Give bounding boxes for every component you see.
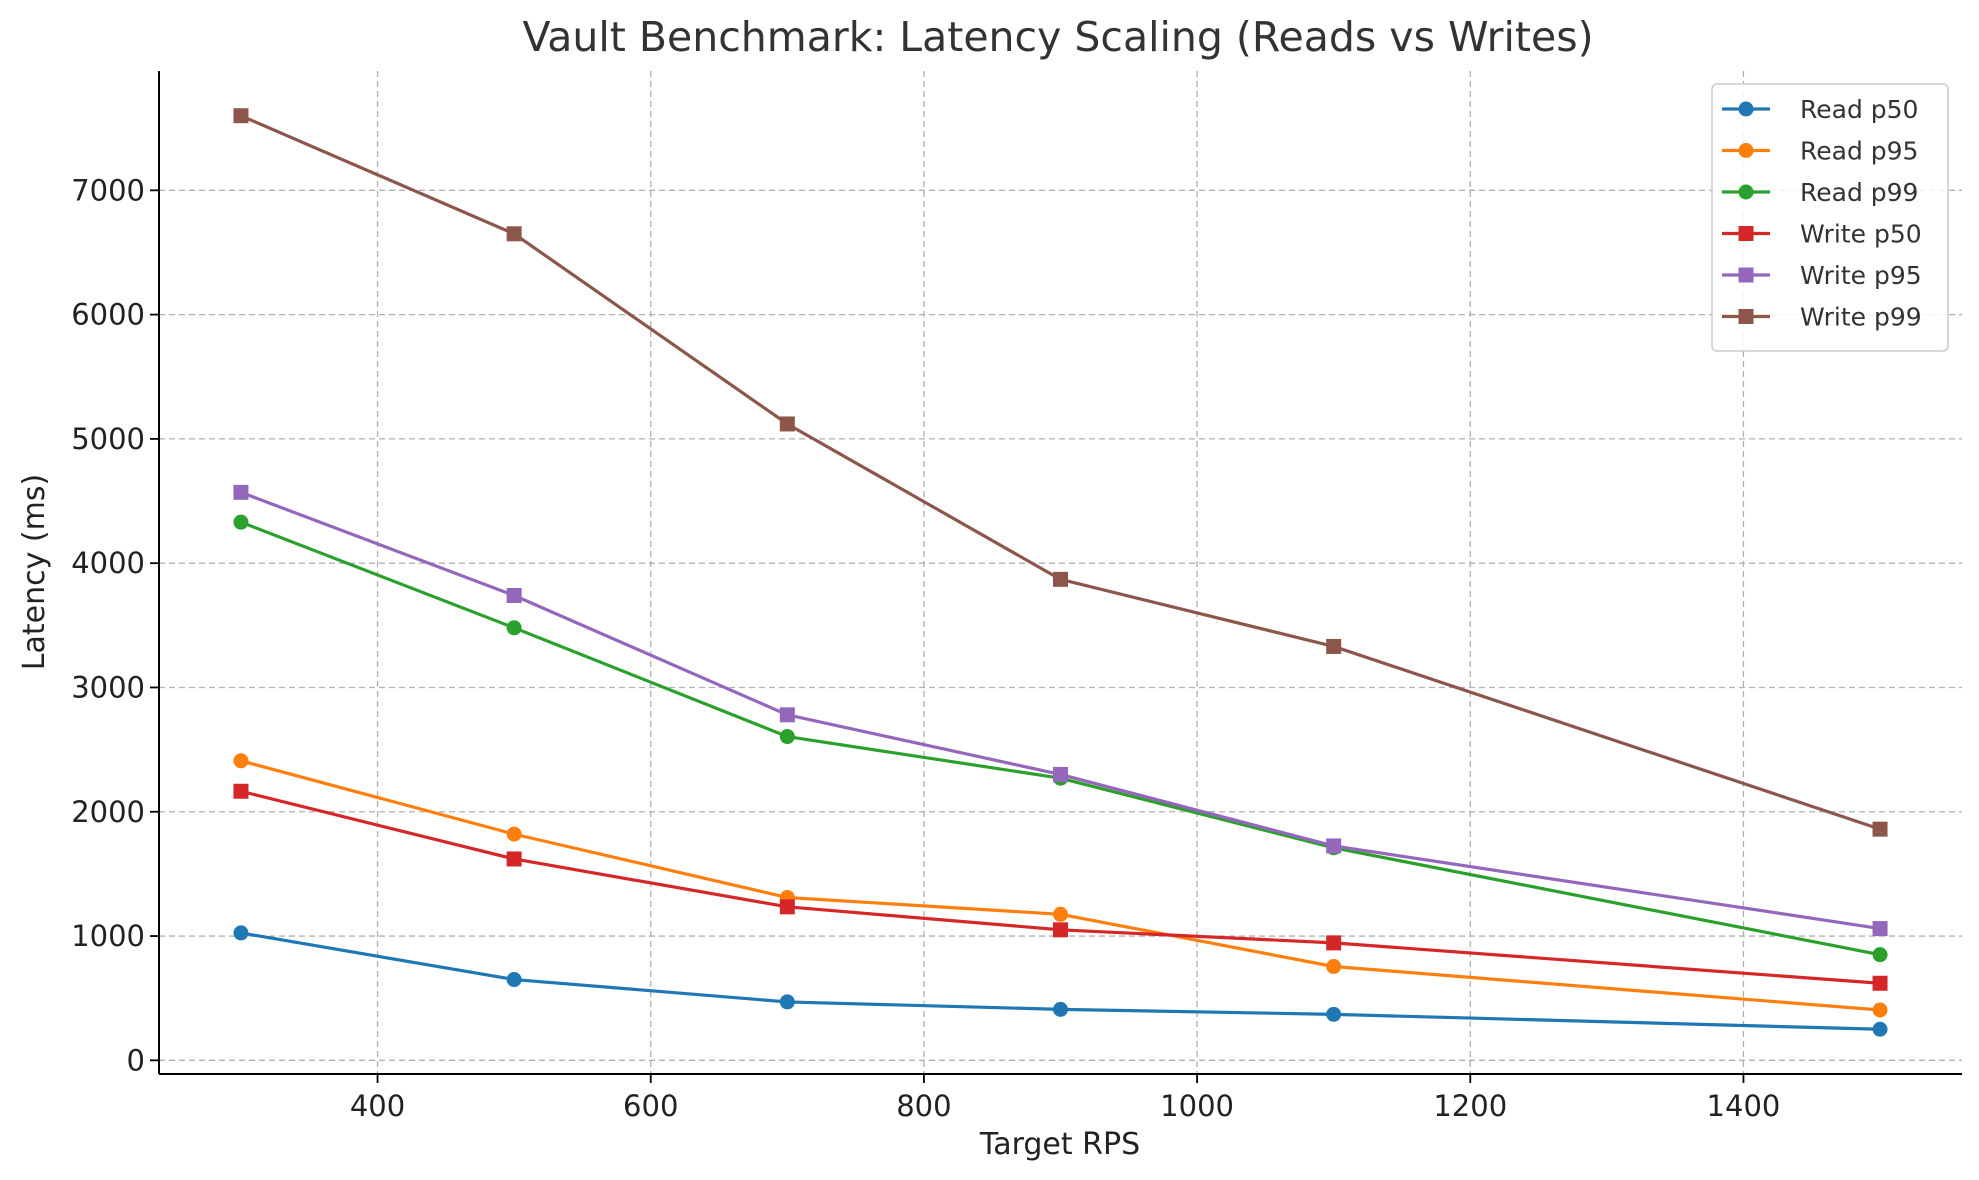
legend-entry: Write p50	[1722, 220, 1922, 249]
x-axis-label: Target RPS	[979, 1127, 1140, 1162]
x-tick-label: 1400	[1707, 1089, 1781, 1123]
data-point	[233, 108, 249, 124]
data-point	[1326, 958, 1342, 974]
x-tick-label: 400	[350, 1089, 405, 1123]
legend-entry: Write p99	[1722, 303, 1922, 332]
series-line	[240, 789, 1881, 985]
legend-label: Read p99	[1800, 178, 1918, 207]
data-point	[779, 707, 795, 723]
y-tick-label: 7000	[71, 173, 145, 207]
data-point	[1326, 838, 1342, 854]
data-point	[1872, 1002, 1888, 1018]
data-point	[233, 925, 249, 941]
data-point	[1326, 1006, 1342, 1022]
data-point	[506, 587, 522, 603]
legend-marker	[1738, 101, 1754, 117]
data-point	[779, 994, 795, 1010]
chart-title: Vault Benchmark: Latency Scaling (Reads …	[522, 13, 1593, 61]
legend-marker	[1738, 267, 1754, 283]
legend-entry: Read p95	[1722, 137, 1918, 166]
data-point	[1326, 638, 1342, 654]
data-point	[1053, 922, 1068, 938]
data-point	[1872, 1021, 1888, 1037]
data-point	[233, 514, 249, 530]
y-tick-label: 4000	[71, 546, 145, 580]
data-point	[506, 851, 522, 867]
legend-box	[1711, 83, 1949, 352]
data-point	[233, 783, 249, 799]
data-point	[506, 226, 522, 242]
data-point	[779, 729, 795, 745]
data-point	[1053, 906, 1068, 922]
legend-entry: Write p95	[1722, 261, 1922, 290]
legend-label: Write p95	[1800, 261, 1922, 290]
series-line	[240, 114, 1881, 831]
data-point	[506, 826, 522, 842]
series-line	[240, 520, 1881, 957]
data-point	[506, 620, 522, 636]
data-point	[233, 753, 249, 769]
y-tick-label: 0	[127, 1043, 145, 1077]
y-tick-label: 3000	[71, 670, 145, 704]
series-line	[240, 931, 1881, 1031]
legend-entry: Read p50	[1722, 95, 1918, 124]
series-read-p50	[233, 925, 1888, 1037]
series-write-p99	[233, 108, 1888, 837]
series-group	[233, 108, 1888, 1037]
y-tick-label: 2000	[71, 795, 145, 829]
ticks: 400 600 800 1000 1200 1400 0 1000 2000 3000 4000 50…	[71, 173, 1780, 1123]
legend-marker	[1738, 143, 1754, 158]
data-point	[1872, 947, 1888, 963]
series-line	[240, 759, 1881, 1012]
data-point	[1872, 921, 1888, 937]
legend-label: Read p95	[1800, 137, 1918, 166]
x-tick-label: 600	[623, 1089, 678, 1123]
data-point	[506, 972, 522, 988]
legend-label: Read p50	[1800, 95, 1918, 124]
data-point	[233, 484, 249, 500]
data-point	[1872, 975, 1888, 991]
data-point	[1326, 935, 1342, 951]
y-tick-label: 1000	[71, 919, 145, 953]
legend-marker	[1738, 226, 1754, 241]
data-point	[1053, 766, 1068, 782]
series-write-p95	[233, 484, 1888, 937]
data-point	[1053, 1001, 1068, 1017]
series-line	[240, 490, 1881, 931]
data-point	[779, 899, 795, 915]
legend-entry: Read p99	[1722, 178, 1918, 207]
series-write-p50	[233, 783, 1888, 991]
y-axis-label: Latency (ms)	[17, 474, 52, 670]
y-tick-label: 6000	[71, 298, 145, 332]
y-tick-label: 5000	[71, 422, 145, 456]
data-point	[779, 416, 795, 432]
legend-marker	[1738, 309, 1754, 324]
legend-marker	[1738, 184, 1754, 200]
legend-label: Write p99	[1800, 303, 1922, 332]
x-tick-label: 1200	[1433, 1089, 1507, 1123]
legend: Read p50 Read p95 Read p99 Write p50 Write p…	[1711, 83, 1949, 352]
data-point	[1053, 571, 1068, 587]
series-read-p95	[233, 753, 1888, 1018]
x-tick-label: 800	[896, 1089, 951, 1123]
data-point	[1872, 821, 1888, 837]
legend-label: Write p50	[1800, 220, 1922, 249]
x-tick-label: 1000	[1160, 1089, 1234, 1123]
axes	[158, 71, 1962, 1075]
